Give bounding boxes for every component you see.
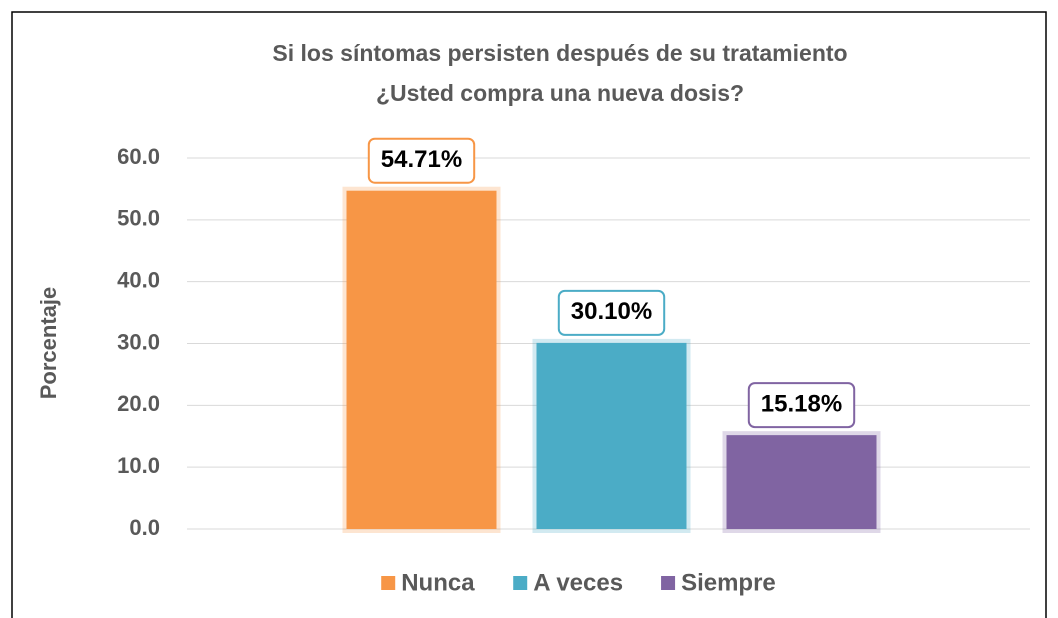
- data-label: 54.71%: [381, 146, 462, 173]
- y-tick-label: 0.0: [129, 515, 160, 540]
- y-tick-label: 30.0: [117, 329, 160, 354]
- legend-label: Siempre: [681, 569, 776, 596]
- y-tick-label: 60.0: [117, 144, 160, 169]
- legend-swatch: [381, 576, 396, 590]
- legend-swatch: [661, 576, 676, 590]
- y-tick-label: 10.0: [117, 453, 160, 478]
- data-label-box: [747, 382, 856, 429]
- data-label-box: [557, 289, 666, 336]
- y-axis-title: Porcentaje: [36, 287, 61, 400]
- y-tick-label: 20.0: [117, 391, 160, 416]
- legend-swatch: [513, 576, 528, 590]
- bar: [722, 431, 881, 533]
- data-label-box: [367, 137, 476, 184]
- data-label: 15.18%: [761, 390, 842, 417]
- legend-label: Nunca: [401, 569, 475, 596]
- bar: [532, 338, 691, 533]
- data-label: 30.10%: [571, 298, 652, 325]
- y-tick-label: 50.0: [117, 206, 160, 231]
- chart-title: Si los síntomas persisten después de su …: [272, 40, 847, 66]
- bar: [342, 186, 501, 533]
- legend-label: A veces: [533, 569, 623, 596]
- y-tick-label: 40.0: [117, 267, 160, 292]
- chart-title: ¿Usted compra una nueva dosis?: [376, 80, 744, 106]
